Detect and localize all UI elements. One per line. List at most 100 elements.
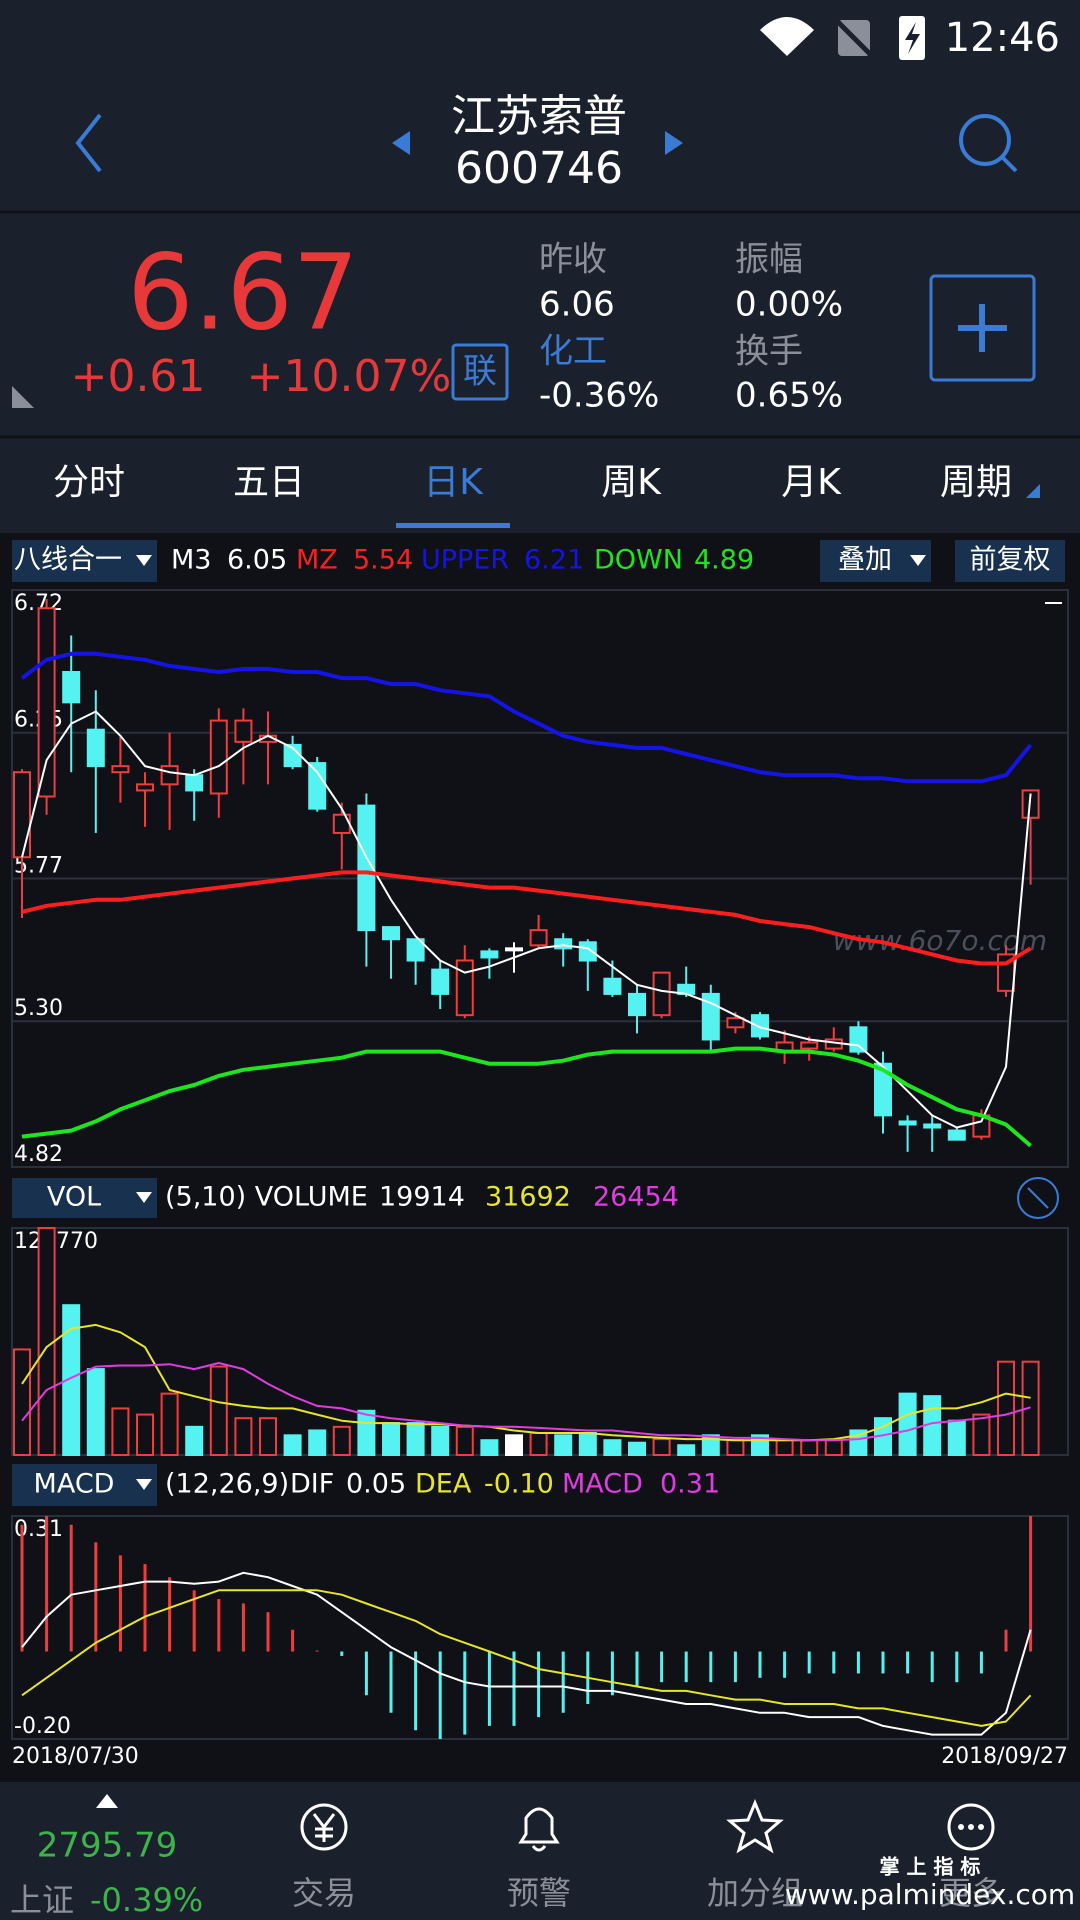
legend-label: DEA	[415, 1469, 472, 1500]
index-name[interactable]: 上证	[10, 1881, 74, 1919]
volume-bar	[726, 1439, 745, 1456]
candle-body	[726, 1017, 745, 1029]
candle-body	[86, 728, 105, 768]
tab[interactable]: 日K	[423, 462, 484, 503]
volume-bar	[972, 1413, 991, 1457]
prev-stock[interactable]	[392, 131, 410, 155]
candle-body	[923, 1123, 942, 1129]
volume-bar	[13, 1348, 31, 1457]
y-tick-label: -0.20	[14, 1714, 71, 1739]
volume-bar	[62, 1304, 81, 1457]
indicator-name[interactable]: 八线合一	[14, 545, 122, 576]
chart-background	[0, 533, 1080, 1782]
price-change-pct: +10.07%	[247, 351, 452, 402]
expand-button[interactable]	[1017, 1177, 1059, 1219]
legend-value: 0.05	[346, 1469, 406, 1500]
dropdown-arrow	[136, 1192, 152, 1203]
candle-body	[382, 926, 400, 941]
legend-label: MACD	[562, 1469, 643, 1500]
indicator-line	[21, 1571, 1032, 1736]
candle-body	[111, 765, 130, 774]
dot	[968, 1824, 974, 1830]
tab[interactable]: 五日	[233, 462, 305, 503]
candle-body	[628, 992, 646, 1017]
volume-bar	[480, 1439, 499, 1456]
indicator-select[interactable]	[12, 540, 157, 582]
nav-label[interactable]: 交易	[292, 1874, 356, 1912]
volume-bar	[628, 1441, 646, 1457]
candle-body	[800, 1041, 819, 1050]
watermark: www.palmindex.com	[785, 1878, 1075, 1911]
dropdown-arrow	[136, 555, 152, 566]
back-button[interactable]	[75, 113, 102, 173]
indicator-name[interactable]: VOL	[47, 1182, 101, 1213]
period-arrow	[1026, 484, 1040, 498]
legend-label: MZ	[296, 545, 338, 576]
y-tick-label: 5.30	[14, 996, 63, 1021]
corner-triangle	[12, 386, 34, 408]
volume-bar	[775, 1439, 794, 1456]
volume-bar	[1021, 1360, 1040, 1457]
status-time: 12:46	[945, 15, 1060, 61]
field-value: -0.36%	[539, 376, 659, 416]
volume-bar	[947, 1419, 966, 1457]
legend-label: (12,26,9)	[165, 1469, 289, 1500]
wifi-icon	[760, 17, 814, 56]
field-label: 昨收	[539, 240, 607, 280]
legend-label: DOWN	[594, 545, 683, 576]
watermark: 掌 上 指 标	[880, 1855, 981, 1879]
index-value[interactable]: 2795.79	[37, 1826, 178, 1866]
volume-bar	[332, 1425, 351, 1457]
indicator-line	[21, 1046, 1032, 1148]
candle-body	[185, 774, 204, 792]
index-arrow	[96, 1794, 118, 1808]
tab[interactable]: 月K	[781, 462, 842, 503]
indicator-name[interactable]: MACD	[34, 1469, 115, 1500]
field-value: 0.00%	[735, 285, 843, 325]
candle-body	[505, 947, 523, 952]
volume-bar	[86, 1368, 105, 1457]
candle-body	[898, 1120, 917, 1126]
nav-label[interactable]: 更多	[939, 1874, 1003, 1912]
field-label[interactable]: 化工	[539, 332, 607, 372]
add-button[interactable]	[929, 274, 1036, 382]
volume-bar	[283, 1434, 302, 1456]
volume-bar	[529, 1431, 548, 1457]
badge[interactable]: 联	[463, 352, 497, 392]
volume-bar	[603, 1439, 622, 1456]
volume-bar	[505, 1434, 523, 1456]
badge-box[interactable]	[451, 343, 509, 401]
volume-bar	[185, 1425, 204, 1457]
legend-value: 19914	[379, 1182, 465, 1213]
volume-bar	[160, 1392, 179, 1457]
sim-slash	[832, 16, 876, 60]
volume-bar	[800, 1439, 819, 1456]
adjust-label[interactable]: 前复权	[970, 545, 1051, 576]
volume-bar	[677, 1444, 696, 1457]
search-button[interactable]	[959, 114, 1011, 166]
nav-label[interactable]: 预警	[507, 1874, 571, 1912]
tab[interactable]: 周K	[601, 462, 662, 503]
overlay-label[interactable]: 叠加	[838, 545, 892, 576]
indicator-line	[21, 1323, 1031, 1442]
search-handle	[1000, 155, 1018, 173]
index-change[interactable]: -0.39%	[90, 1881, 203, 1919]
nav-label[interactable]: 加分组	[707, 1874, 803, 1912]
volume-bar	[455, 1425, 474, 1457]
volume-bar	[997, 1360, 1015, 1457]
volume-bar	[136, 1413, 154, 1457]
legend-value: 31692	[485, 1182, 571, 1213]
legend-label: (5,10) VOLUME	[165, 1182, 368, 1213]
candle-body	[603, 977, 622, 995]
tab[interactable]: 周期	[940, 462, 1012, 503]
next-stock[interactable]	[665, 131, 683, 155]
tab[interactable]: 分时	[53, 462, 125, 503]
candle-body	[357, 804, 376, 932]
candle-body	[406, 938, 425, 962]
candle-body	[209, 719, 228, 795]
indicator-select[interactable]	[12, 1464, 157, 1506]
indicator-select[interactable]	[12, 1178, 157, 1218]
overlay-button[interactable]	[820, 540, 931, 582]
more-icon	[947, 1803, 995, 1851]
adjust-button[interactable]	[955, 540, 1065, 582]
